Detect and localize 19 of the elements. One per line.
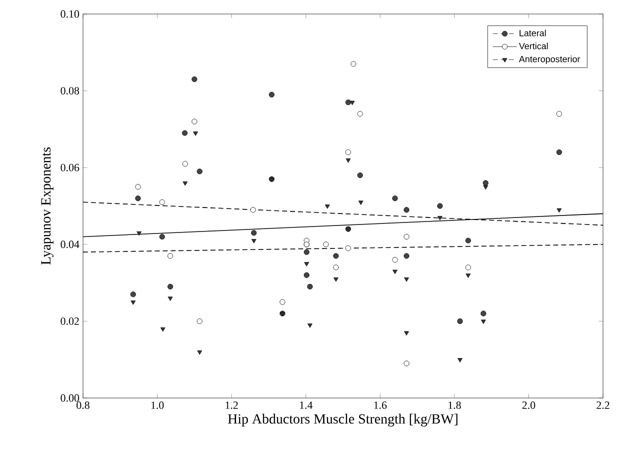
x-tick-label: 1.6	[374, 402, 387, 409]
y-axis-title: Lyapunov Exponents	[41, 147, 54, 265]
y-tick-label: 0.02	[60, 317, 79, 325]
x-tick-label: 1.8	[448, 402, 461, 409]
y-tick-label: 0.06	[60, 164, 80, 172]
y-tick-label: 0.00	[60, 394, 80, 402]
x-tick-label: 1.2	[226, 402, 238, 409]
legend-label: Vertical	[518, 42, 548, 50]
x-tick-label: 0.8	[76, 402, 90, 409]
x-tick-label: 2.0	[522, 402, 536, 409]
legend-label: Anteroposterior	[518, 56, 580, 64]
y-tick-label: 0.08	[60, 87, 80, 95]
y-tick-label: 0.10	[60, 10, 80, 18]
x-axis-title: Hip Abductors Muscle Strength [kg/BW]	[228, 414, 458, 427]
y-tick-label: 0.04	[60, 240, 80, 248]
x-tick-label: 2.2	[596, 402, 610, 409]
legend-label: Lateral	[520, 30, 546, 36]
x-tick-label: 1.4	[300, 402, 313, 409]
x-tick-label: 1.0	[151, 402, 164, 409]
